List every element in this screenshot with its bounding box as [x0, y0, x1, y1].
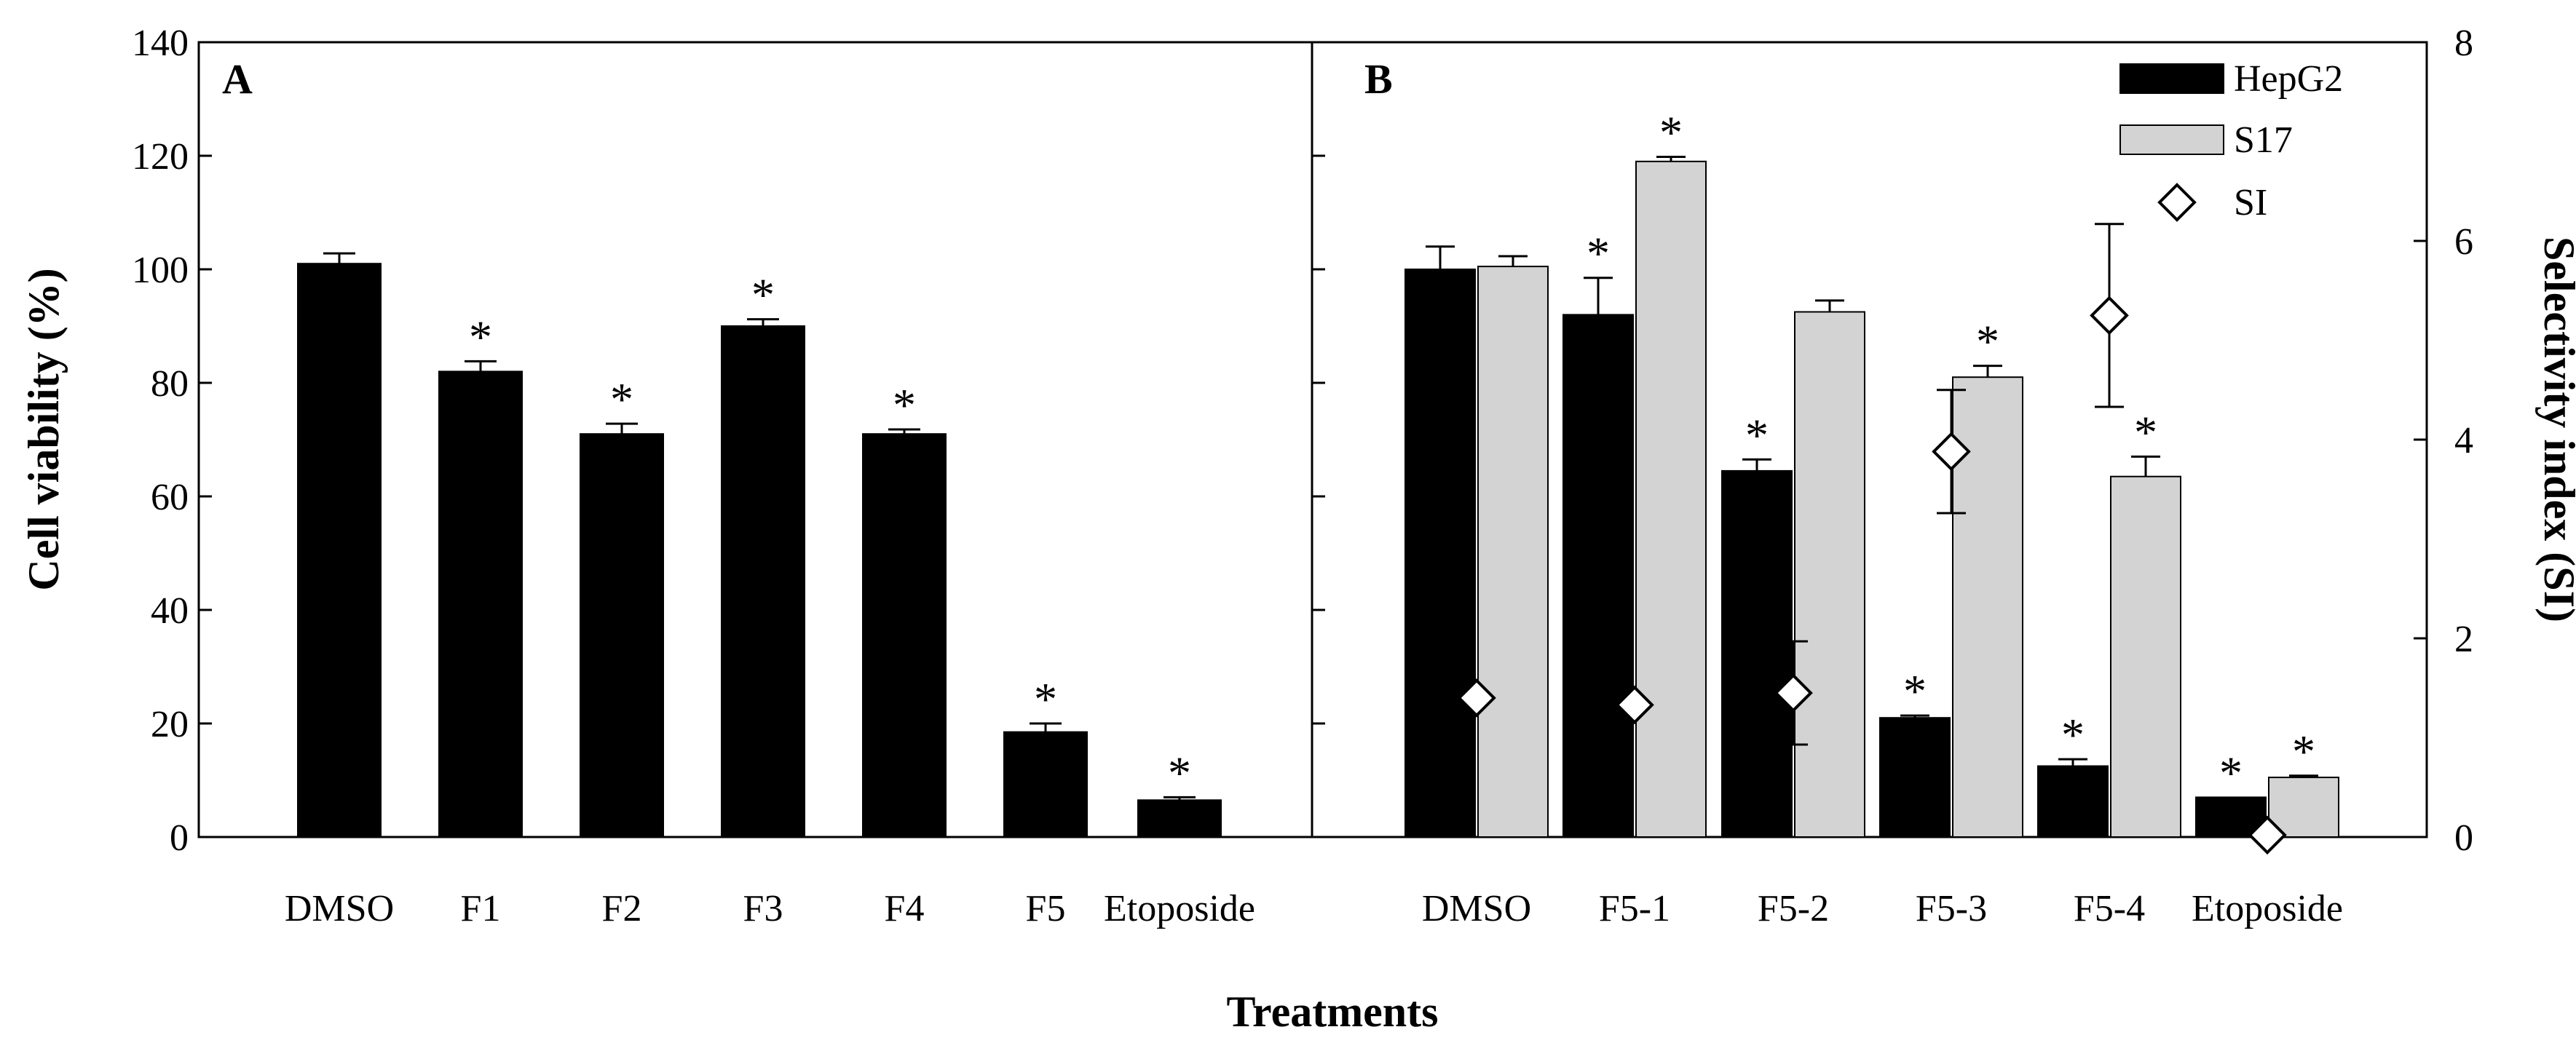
panel-a-x-tick-label: F5: [1026, 888, 1066, 929]
panel-a-y-tick-label: 60: [151, 477, 189, 518]
panel-b-si-marker-etoposide: [2248, 815, 2287, 855]
y-axis-title-left: Cell viability (%): [20, 268, 68, 590]
panel-b-legend: HepG2 S17 SI: [2119, 58, 2343, 223]
panel-b-significance-hepg2-f5-2: *: [1745, 409, 1769, 461]
panel-a-y-tick-label: 100: [132, 250, 189, 291]
panel-b-significance-s17-f5-3: *: [1976, 316, 1999, 368]
panel-a-significance-f3: *: [751, 269, 775, 321]
panel-a-bar-dmso: [297, 263, 382, 838]
panel-b-significance-hepg2-f5-3: *: [1903, 665, 1927, 717]
panel-b-significance-hepg2-etoposide: *: [2219, 747, 2243, 798]
panel-a-bar-f5: [1003, 731, 1088, 838]
panel-b-significance-s17-etoposide: *: [2292, 726, 2315, 777]
panel-a-significance-f4: *: [893, 379, 916, 431]
panel-a-x-tick-label: F4: [885, 888, 925, 929]
panel-a-x-tick-label: Etoposide: [1104, 888, 1255, 929]
panel-b-bar-hepg2-f5-2: [1721, 469, 1793, 838]
panel-a-bar-f3: [721, 325, 805, 838]
panel-a-y-tick-label: 140: [132, 23, 189, 64]
panel-a-x-tick-label: F2: [602, 888, 642, 929]
legend-swatch-s17: [2119, 124, 2224, 155]
panel-b-bar-s17-f5-1: [1635, 160, 1707, 838]
panel-b-significance-hepg2-f5-4: *: [2061, 709, 2085, 761]
legend-label-si: SI: [2234, 182, 2267, 223]
panel-a-x-tick-label: F1: [461, 888, 501, 929]
panel-b-si-marker-f5-2: [1774, 673, 1813, 713]
panel-b-y2-tick-label: 6: [2454, 221, 2473, 263]
panel-b-bar-s17-dmso: [1477, 266, 1549, 838]
panel-b-x-tick-label: F5-3: [1916, 888, 1987, 929]
x-axis-title: Treatments: [1226, 988, 1438, 1036]
panel-b-bar-hepg2-dmso: [1404, 269, 1476, 838]
legend-label-hepg2: HepG2: [2234, 58, 2343, 100]
panel-b-significance-hepg2-f5-1: *: [1587, 228, 1610, 279]
panel-b-si-marker-dmso: [1457, 678, 1496, 718]
panel-b-si-marker-f5-4: [2090, 296, 2129, 336]
panel-a-letter: A: [222, 55, 253, 103]
panel-b-x-tick-label: DMSO: [1422, 888, 1531, 929]
panel-b-bar-hepg2-f5-4: [2037, 765, 2109, 838]
panel-a-bar-f4: [862, 433, 947, 838]
panel-b-bar-hepg2-f5-3: [1879, 717, 1951, 838]
panel-a-bar-f2: [580, 433, 664, 838]
panel-b-y2-tick-label: 0: [2454, 817, 2473, 859]
panel-a-significance-f5: *: [1034, 673, 1057, 725]
panel-a-significance-f1: *: [469, 311, 492, 362]
panel-b-significance-s17-f5-1: *: [1659, 107, 1683, 159]
panel-a-bar-etoposide: [1137, 799, 1222, 838]
panel-b-bar-s17-f5-4: [2110, 475, 2181, 838]
panel-a-y-tick-label: 20: [151, 704, 189, 745]
panel-b-bar-s17-f5-2: [1794, 311, 1865, 838]
panel-a-significance-etoposide: *: [1168, 747, 1191, 798]
panel-b-letter: B: [1364, 55, 1393, 103]
legend-swatch-si: [2157, 183, 2197, 222]
legend-label-s17: S17: [2234, 119, 2293, 161]
panel-a-y-tick-label: 40: [151, 590, 189, 632]
panel-a-bar-f1: [438, 370, 523, 838]
legend-swatch-hepg2: [2119, 63, 2224, 94]
panel-a-y-tick-label: 120: [132, 136, 189, 178]
panel-b-x-tick-label: Etoposide: [2192, 888, 2343, 929]
panel-b-si-marker-f5-3: [1932, 432, 1971, 472]
panel-a-x-tick-label: F3: [743, 888, 783, 929]
panel-b-y2-tick-label: 4: [2454, 420, 2473, 461]
panel-a-significance-f2: *: [610, 373, 633, 425]
panel-a-y-tick-label: 0: [170, 817, 189, 859]
panel-b-y2-tick-label: 8: [2454, 23, 2473, 64]
panel-a-chart: 0 20 40 60 80 100 120 140 A DMSO * F1 * F2 * F3 * F4 * F5 * E…: [132, 23, 1313, 929]
panel-b-chart: 0 2 4 6 8 B DMSO * * F5-1 * F5-2 * * F5-3 * * F5-4 * * Etopo…: [1311, 23, 2473, 929]
panel-b-x-tick-label: F5-1: [1599, 888, 1670, 929]
panel-b-bar-hepg2-f5-1: [1562, 314, 1634, 838]
panel-b-x-tick-label: F5-4: [2074, 888, 2145, 929]
panel-a-x-tick-label: DMSO: [285, 888, 394, 929]
y-axis-title-right: Selectivity index (SI): [2535, 237, 2576, 622]
panel-b-x-tick-label: F5-2: [1758, 888, 1829, 929]
panel-b-significance-s17-f5-4: *: [2134, 406, 2157, 458]
panel-b-y2-tick-label: 2: [2454, 619, 2473, 660]
panel-b-si-marker-f5-1: [1615, 685, 1654, 725]
panel-a-y-tick-label: 80: [151, 363, 189, 405]
